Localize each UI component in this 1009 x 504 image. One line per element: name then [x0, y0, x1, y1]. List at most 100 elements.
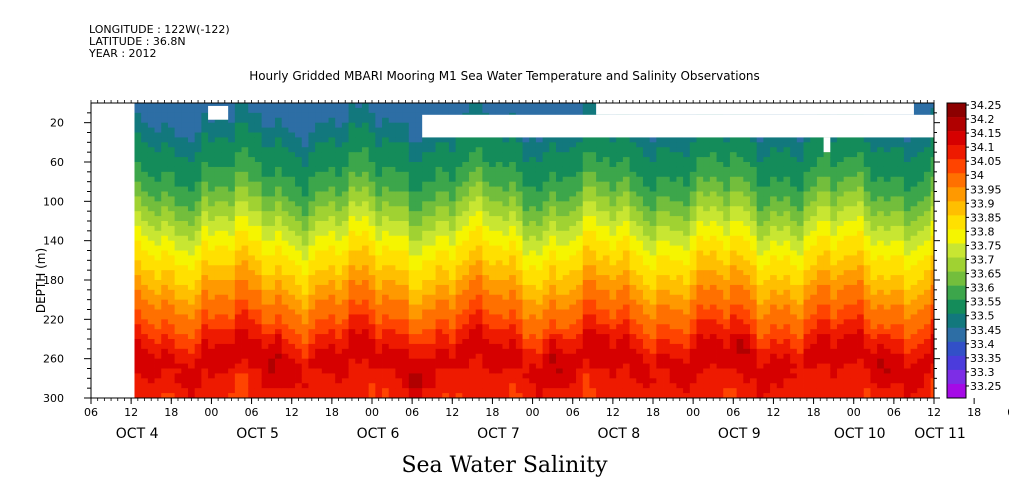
- field-cell: [228, 211, 236, 217]
- field-cell: [502, 339, 510, 345]
- field-cell: [649, 225, 657, 232]
- field-cell: [308, 152, 316, 158]
- field-cell: [261, 260, 269, 266]
- field-cell: [555, 166, 564, 173]
- field-cell: [408, 157, 416, 163]
- field-cell: [368, 304, 376, 310]
- field-cell: [475, 319, 483, 325]
- field-cell: [482, 171, 490, 178]
- field-cell: [629, 343, 637, 350]
- field-cell: [268, 127, 276, 133]
- field-cell: [241, 206, 249, 212]
- field-cell: [515, 162, 523, 168]
- field-cell: [388, 289, 396, 296]
- field-cell: [542, 107, 550, 114]
- field-cell: [375, 211, 383, 217]
- field-cell: [214, 265, 222, 271]
- field-cell: [622, 250, 630, 256]
- field-cell: [315, 309, 323, 315]
- field-cell: [408, 235, 416, 242]
- field-cell: [596, 334, 604, 340]
- field-cell: [622, 388, 630, 394]
- field-cell: [402, 378, 410, 384]
- field-cell: [167, 388, 176, 394]
- field-cell: [642, 216, 651, 222]
- field-cell: [375, 201, 383, 207]
- field-cell: [181, 339, 189, 345]
- field-cell: [549, 265, 557, 271]
- field-cell: [228, 353, 236, 360]
- field-cell: [596, 319, 604, 325]
- field-cell: [642, 225, 651, 232]
- field-cell: [348, 314, 356, 320]
- field-cell: [188, 334, 196, 340]
- field-cell: [576, 353, 584, 360]
- field-cell: [248, 255, 256, 261]
- field-cell: [542, 373, 550, 379]
- field-cell: [535, 225, 544, 232]
- field-cell: [201, 368, 209, 374]
- field-cell: [415, 334, 423, 340]
- field-cell: [616, 206, 624, 212]
- field-cell: [301, 122, 309, 128]
- field-cell: [555, 368, 564, 374]
- field-cell: [328, 339, 336, 345]
- field-cell: [442, 152, 450, 158]
- field-cell: [288, 280, 296, 286]
- field-cell: [415, 152, 423, 158]
- field-cell: [395, 166, 403, 173]
- field-cell: [361, 299, 370, 305]
- field-cell: [529, 304, 537, 310]
- field-cell: [188, 216, 196, 222]
- field-cell: [609, 235, 617, 242]
- field-cell: [361, 368, 370, 374]
- field-cell: [482, 137, 490, 143]
- field-cell: [683, 230, 691, 237]
- field-cell: [596, 309, 604, 315]
- field-cell: [201, 171, 209, 178]
- field-cell: [221, 245, 229, 251]
- field-cell: [208, 363, 216, 369]
- field-cell: [663, 152, 671, 158]
- field-cell: [167, 216, 176, 222]
- field-cell: [609, 324, 617, 330]
- field-cell: [669, 373, 677, 379]
- field-cell: [482, 221, 490, 227]
- field-cell: [529, 181, 537, 187]
- field-cell: [656, 284, 664, 291]
- field-cell: [509, 255, 517, 261]
- field-cell: [355, 368, 363, 374]
- field-cell: [415, 103, 423, 109]
- field-cell: [321, 388, 329, 394]
- field-cell: [361, 363, 370, 369]
- field-cell: [167, 117, 176, 124]
- field-cell: [428, 142, 436, 148]
- field-cell: [462, 216, 470, 222]
- field-cell: [395, 201, 403, 207]
- field-cell: [261, 334, 269, 340]
- field-cell: [254, 339, 263, 345]
- field-cell: [582, 250, 590, 256]
- field-cell: [515, 152, 523, 158]
- field-cell: [315, 284, 323, 291]
- field-cell: [663, 230, 671, 237]
- field-cell: [288, 358, 296, 364]
- field-cell: [656, 225, 664, 232]
- field-cell: [549, 378, 557, 384]
- field-cell: [181, 225, 189, 232]
- field-cell: [689, 166, 697, 173]
- field-cell: [161, 383, 169, 389]
- field-cell: [435, 211, 443, 217]
- field-cell: [676, 255, 684, 261]
- field-cell: [208, 157, 216, 163]
- field-cell: [315, 117, 323, 124]
- field-cell: [368, 152, 376, 158]
- field-cell: [622, 270, 630, 276]
- field-cell: [234, 112, 242, 119]
- field-cell: [428, 289, 436, 296]
- field-cell: [395, 289, 403, 296]
- field-cell: [167, 250, 176, 256]
- field-cell: [428, 230, 436, 237]
- field-cell: [475, 339, 483, 345]
- field-cell: [469, 201, 477, 207]
